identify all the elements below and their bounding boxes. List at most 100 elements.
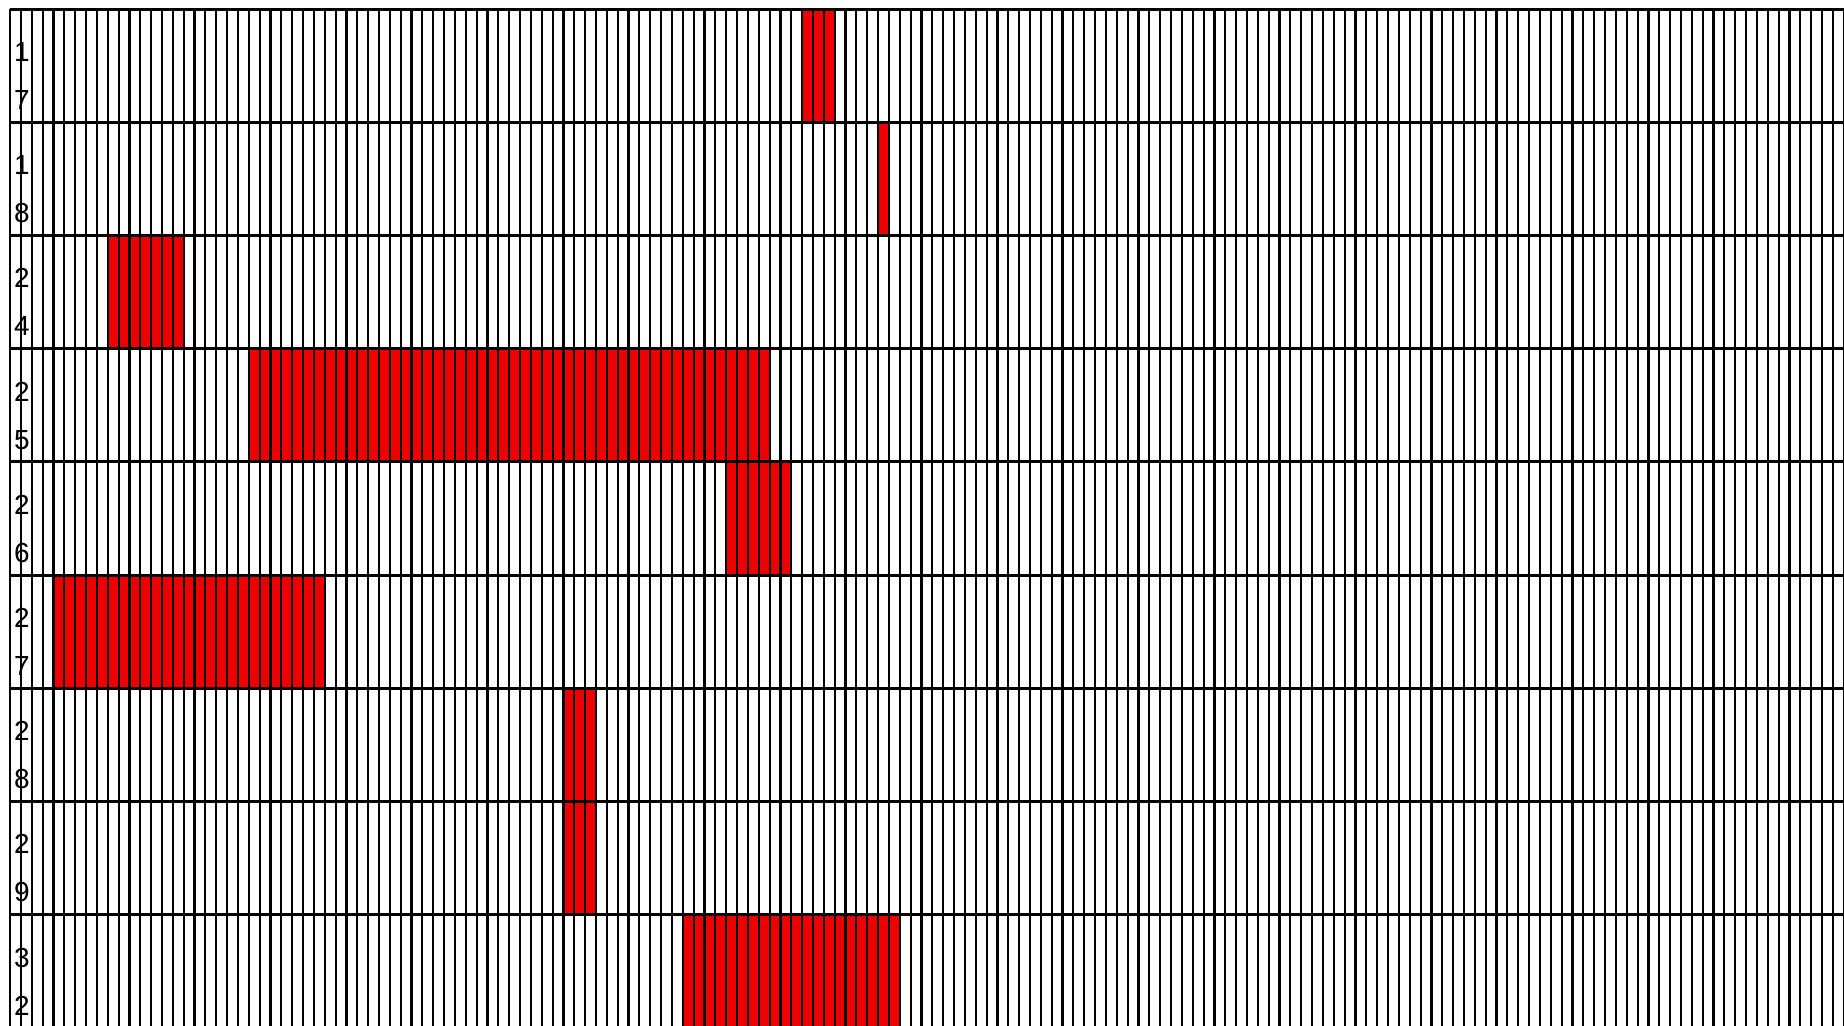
grid-column-line	[1300, 235, 1303, 349]
grid-column-line	[1137, 688, 1140, 802]
grid-column-line	[627, 575, 630, 689]
grid-column-line	[377, 914, 381, 1026]
grid-column-line	[388, 914, 391, 1026]
grid-column-line	[909, 688, 912, 802]
grid-column-line	[1734, 122, 1737, 236]
grid-column-line	[128, 801, 131, 915]
grid-column-line	[1517, 235, 1520, 349]
grid-column-line	[1734, 575, 1737, 689]
grid-column-line	[1788, 575, 1791, 689]
grid-column-line	[453, 575, 457, 689]
grid-column-line	[670, 122, 674, 236]
grid-column-line	[1571, 9, 1574, 123]
grid-column-line	[95, 348, 98, 462]
grid-column-line	[1820, 801, 1824, 915]
grid-column-line	[1441, 575, 1444, 689]
grid-column-line	[1278, 801, 1281, 915]
grid-column-line	[1549, 235, 1552, 349]
grid-column-line	[367, 9, 370, 123]
grid-column-line	[790, 801, 793, 915]
grid-column-line	[508, 122, 511, 236]
grid-column-line	[779, 122, 782, 236]
grid-column-line	[117, 575, 120, 689]
grid-column-line	[1419, 575, 1422, 689]
grid-column-line	[540, 122, 543, 236]
grid-column-line	[746, 801, 749, 915]
grid-column-line	[226, 9, 229, 123]
grid-column-line	[95, 688, 98, 802]
grid-column-line	[1408, 688, 1411, 802]
grid-column-line	[84, 575, 88, 689]
grid-column-line	[421, 122, 424, 236]
grid-column-line	[1766, 235, 1769, 349]
grid-column-line	[1028, 914, 1032, 1026]
grid-column-line	[1734, 801, 1737, 915]
grid-column-line	[1376, 914, 1379, 1026]
grid-column-line	[1408, 348, 1411, 462]
grid-column-line	[269, 688, 272, 802]
grid-column-line	[1810, 801, 1813, 915]
grid-column-line	[1506, 914, 1509, 1026]
grid-column-line	[312, 9, 315, 123]
grid-column-line	[529, 575, 532, 689]
grid-column-line	[1137, 801, 1140, 915]
grid-column-line	[974, 914, 977, 1026]
grid-column-line	[1224, 575, 1227, 689]
grid-column-line	[1549, 914, 1552, 1026]
grid-column-line	[377, 801, 381, 915]
grid-column-line	[106, 348, 109, 462]
grid-column-line	[1538, 9, 1542, 123]
grid-column-line	[1625, 9, 1628, 123]
grid-column-line	[1712, 235, 1715, 349]
grid-column-line	[95, 461, 98, 575]
grid-column-line	[877, 914, 880, 1026]
grid-column-line	[1462, 235, 1466, 349]
grid-column-line	[1712, 122, 1715, 236]
grid-column-line	[334, 348, 337, 462]
grid-column-line	[605, 348, 608, 462]
grid-column-line	[562, 461, 565, 575]
grid-column-line	[1462, 9, 1466, 123]
grid-column-line	[1777, 688, 1780, 802]
grid-column-line	[1224, 235, 1227, 349]
filled-cell-span	[563, 801, 596, 915]
grid-column-line	[1452, 801, 1455, 915]
grid-column-line	[1799, 688, 1802, 802]
grid-column-line	[670, 461, 674, 575]
grid-column-line	[1267, 122, 1270, 236]
grid-column-line	[1094, 461, 1097, 575]
grid-column-line	[1235, 348, 1238, 462]
grid-column-line	[963, 348, 966, 462]
grid-column-line	[475, 235, 478, 349]
grid-column-line	[1441, 235, 1444, 349]
grid-column-line	[1039, 461, 1042, 575]
grid-column-line	[1343, 9, 1346, 123]
grid-column-line	[453, 9, 457, 123]
grid-column-line	[877, 461, 880, 575]
grid-column-line	[280, 461, 283, 575]
grid-column-line	[1224, 348, 1227, 462]
grid-column-line	[1528, 914, 1531, 1026]
grid-column-line	[432, 914, 435, 1026]
grid-column-line	[1842, 801, 1844, 915]
grid-column-line	[931, 9, 934, 123]
grid-column-line	[540, 575, 543, 689]
grid-column-line	[1397, 914, 1400, 1026]
grid-column-line	[410, 801, 413, 915]
grid-column-line	[1777, 914, 1780, 1026]
grid-column-line	[692, 801, 695, 915]
grid-column-line	[1614, 122, 1617, 236]
grid-column-line	[898, 801, 901, 915]
grid-column-line	[551, 348, 554, 462]
grid-column-line	[1820, 9, 1824, 123]
grid-column-line	[1603, 235, 1607, 349]
grid-column-line	[1810, 914, 1813, 1026]
grid-column-line	[84, 122, 88, 236]
grid-column-line	[312, 688, 315, 802]
grid-column-line	[1734, 348, 1737, 462]
grid-column-line	[725, 9, 728, 123]
grid-column-line	[670, 914, 674, 1026]
grid-column-line	[594, 122, 598, 236]
grid-column-line	[562, 122, 565, 236]
grid-column-line	[475, 688, 478, 802]
